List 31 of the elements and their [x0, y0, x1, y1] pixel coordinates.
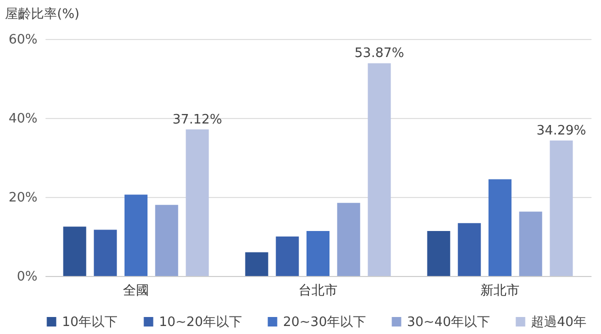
y-tick-label: 20%	[8, 190, 38, 206]
bar	[427, 230, 450, 276]
bar	[368, 63, 391, 276]
bar	[124, 194, 148, 276]
bar	[186, 129, 209, 276]
legend-label: 30~40年以下	[407, 314, 490, 330]
x-tick-label: 全國	[123, 284, 149, 298]
bar	[276, 236, 299, 276]
y-tick-label: 40%	[8, 112, 38, 126]
bar	[337, 202, 360, 276]
legend-label: 10年以下	[62, 314, 118, 330]
bar	[63, 226, 86, 276]
data-label: 37.12%	[172, 112, 222, 128]
data-label: 34.29%	[536, 124, 586, 139]
data-label: 53.87%	[354, 46, 404, 62]
legend-label: 20~30年以下	[283, 314, 366, 330]
legend-label: 超過40年	[531, 314, 587, 330]
y-tick-label: 60%	[8, 32, 38, 48]
y-axis-title: 屋齡比率(%)	[5, 6, 80, 22]
bar	[94, 230, 117, 276]
bar	[488, 179, 512, 276]
y-tick-label: 0%	[16, 270, 38, 284]
bar	[458, 223, 481, 276]
bar	[550, 140, 573, 276]
x-tick-label: 新北市	[480, 284, 520, 298]
bar	[155, 204, 178, 276]
bar	[245, 252, 268, 276]
x-tick-label: 台北市	[298, 284, 338, 298]
bar	[306, 230, 330, 276]
legend-label: 10~20年以下	[159, 314, 242, 330]
bar	[519, 212, 542, 276]
